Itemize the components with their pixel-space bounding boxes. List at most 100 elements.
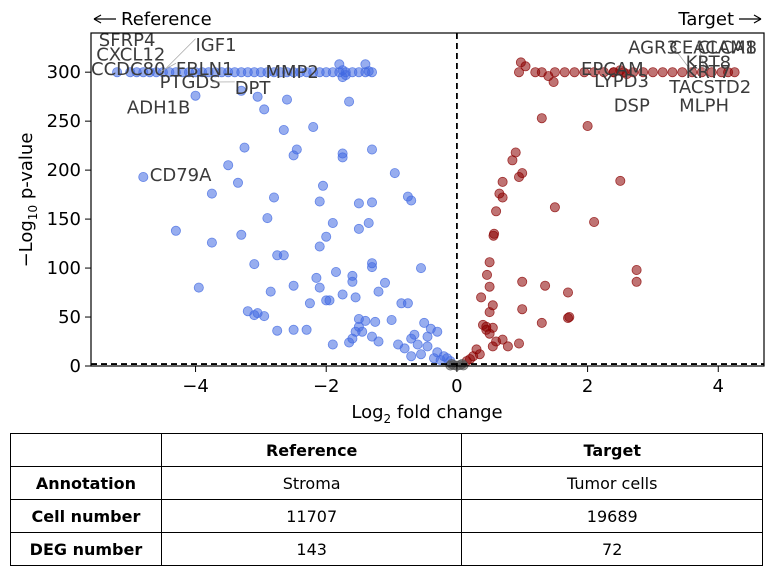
point-series-0 xyxy=(288,280,299,291)
point-series-0 xyxy=(278,250,289,261)
point-series-0 xyxy=(170,225,181,236)
point-series-1 xyxy=(481,269,492,280)
point-series-0 xyxy=(366,197,377,208)
point-series-0 xyxy=(193,282,204,293)
header-reference: Reference xyxy=(160,433,463,467)
point-series-0 xyxy=(259,311,270,322)
point-series-0 xyxy=(360,315,371,326)
point-series-0 xyxy=(239,142,250,153)
point-series-0 xyxy=(249,310,260,321)
point-series-1 xyxy=(563,287,574,298)
y-tick-label: 250 xyxy=(47,111,81,132)
point-series-0 xyxy=(363,66,374,77)
point-series-1 xyxy=(520,61,531,72)
point-series-1 xyxy=(536,113,547,124)
table-row: Cell number 11707 19689 xyxy=(10,499,763,533)
point-series-1 xyxy=(497,176,508,187)
cell-reference: 143 xyxy=(160,532,463,566)
point-series-1 xyxy=(484,281,495,292)
point-series-0 xyxy=(379,277,390,288)
y-axis-label: −Log10 p-value xyxy=(16,133,40,268)
point-series-0 xyxy=(206,188,217,199)
point-series-1 xyxy=(647,67,658,78)
point-series-1 xyxy=(631,264,642,275)
x-tick-label: 4 xyxy=(713,376,724,397)
y-tick-label: 150 xyxy=(47,209,81,230)
point-series-1 xyxy=(564,311,575,322)
point-series-1 xyxy=(559,67,570,78)
point-series-1 xyxy=(589,216,600,227)
point-series-0 xyxy=(262,213,273,224)
point-series-1 xyxy=(582,121,593,132)
gene-label: KRT7 xyxy=(686,62,731,83)
point-series-0 xyxy=(321,231,332,242)
point-series-1 xyxy=(514,171,525,182)
point-series-1 xyxy=(569,67,580,78)
point-series-0 xyxy=(389,168,400,179)
point-series-0 xyxy=(415,349,426,360)
point-series-1 xyxy=(484,257,495,268)
point-series-1 xyxy=(536,317,547,328)
threshold-lines xyxy=(91,33,764,366)
point-series-0 xyxy=(259,104,270,115)
cell-reference: 11707 xyxy=(160,499,463,533)
point-series-0 xyxy=(344,96,355,107)
gene-label: MMP2 xyxy=(266,62,319,83)
y-axis-ticks: 0 50 100 150 200 250 300 xyxy=(47,62,91,377)
gene-label: SFRP4 xyxy=(99,30,156,51)
point-series-1 xyxy=(514,338,525,349)
row-label: DEG number xyxy=(10,532,162,566)
gene-label: CEACAM8 xyxy=(669,38,757,59)
point-series-0 xyxy=(337,72,348,83)
point-series-0 xyxy=(344,337,355,348)
label-leader xyxy=(159,62,177,73)
point-series-0 xyxy=(406,351,417,362)
table-corner-cell xyxy=(10,433,162,467)
point-series-0 xyxy=(428,353,439,364)
point-series-1 xyxy=(631,276,642,287)
point-series-0 xyxy=(223,160,234,171)
point-series-0 xyxy=(350,292,361,303)
point-series-0 xyxy=(317,180,328,191)
y-tick-label: 200 xyxy=(47,160,81,181)
point-series-0 xyxy=(327,217,338,228)
point-series-1 xyxy=(484,307,495,318)
point-series-0 xyxy=(366,144,377,155)
point-series-0 xyxy=(347,276,358,287)
point-series-0 xyxy=(314,196,325,207)
point-series-0 xyxy=(353,223,364,234)
point-series-0 xyxy=(288,324,299,335)
row-label: Cell number xyxy=(10,499,162,533)
gene-label: CXCL12 xyxy=(96,45,165,66)
point-series-0 xyxy=(363,217,374,228)
point-series-1 xyxy=(507,155,518,166)
cell-reference: Stroma xyxy=(160,466,463,500)
gene-label: IGF1 xyxy=(196,35,237,56)
y-tick-label: 100 xyxy=(47,258,81,279)
point-series-1 xyxy=(621,69,632,80)
point-series-0 xyxy=(301,324,312,335)
gene-label: ADH1B xyxy=(127,97,191,118)
gene-label: DSP xyxy=(614,96,650,117)
direction-left: Reference xyxy=(93,9,212,30)
table-row: Annotation Stroma Tumor cells xyxy=(10,466,763,500)
point-series-0 xyxy=(311,272,322,283)
y-tick-label: 300 xyxy=(47,62,81,83)
point-series-1 xyxy=(540,280,551,291)
plot-frame xyxy=(90,32,765,367)
point-series-1 xyxy=(497,192,508,203)
point-series-1 xyxy=(706,67,717,78)
direction-right-label: Target xyxy=(677,9,734,30)
x-tick-label: 2 xyxy=(582,376,593,397)
point-series-0 xyxy=(366,262,377,273)
direction-left-label: Reference xyxy=(121,9,212,30)
x-axis-ticks: −4 −2 0 2 4 xyxy=(182,366,724,397)
point-series-1 xyxy=(476,292,487,303)
point-series-0 xyxy=(419,317,430,328)
point-series-0 xyxy=(370,316,381,327)
point-series-0 xyxy=(422,341,433,352)
gene-label: AGR3 xyxy=(628,38,678,59)
point-series-0 xyxy=(232,177,243,188)
